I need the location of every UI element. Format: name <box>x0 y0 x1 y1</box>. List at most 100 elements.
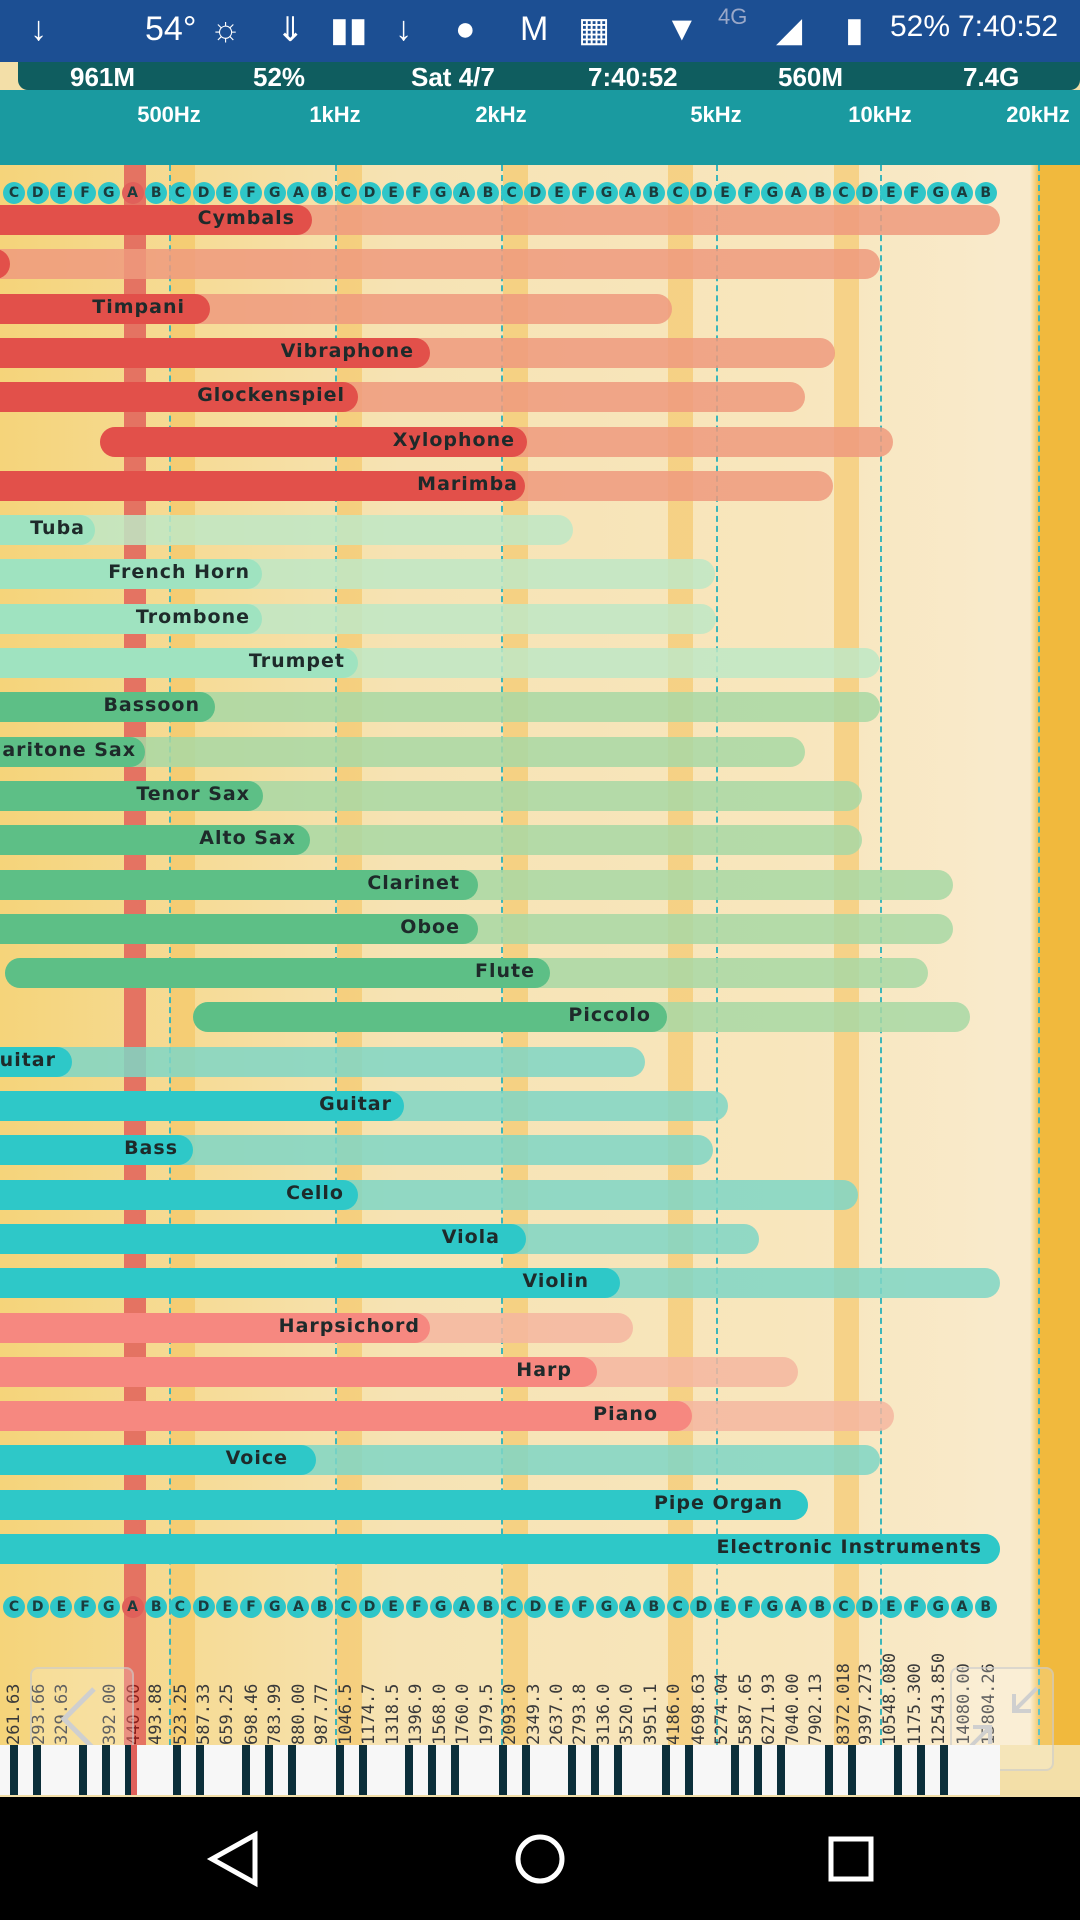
instrument-label: Bass <box>124 1137 178 1160</box>
frequency-value: 880.00 <box>289 1683 309 1745</box>
instrument-bar[interactable]: Vibraphone <box>0 337 1010 368</box>
piano-black-key[interactable] <box>265 1745 273 1795</box>
instrument-bar[interactable]: Bassoon <box>0 692 1010 723</box>
instrument-bar[interactable]: Bass <box>0 1135 1010 1166</box>
piano-black-key[interactable] <box>754 1745 762 1795</box>
frequency-value: 10548.080 <box>880 1652 900 1745</box>
note-label: C <box>168 1596 191 1618</box>
range-fundamental <box>0 1401 692 1432</box>
instrument-bar[interactable]: Voice <box>0 1445 1010 1476</box>
instrument-bar[interactable]: Oboe <box>0 913 1010 944</box>
range-fundamental <box>0 515 95 546</box>
frequency-value: 493.88 <box>146 1683 166 1745</box>
piano-black-key[interactable] <box>288 1745 296 1795</box>
instrument-bar[interactable]: Harpsichord <box>0 1312 1010 1343</box>
range-fundamental <box>0 293 210 324</box>
frequency-value: 3136.0 <box>594 1683 614 1745</box>
range-fundamental <box>0 249 10 280</box>
piano-black-key[interactable] <box>336 1745 344 1795</box>
piano-black-key[interactable] <box>825 1745 833 1795</box>
instrument-bar[interactable]: Clarinet <box>0 869 1010 900</box>
instrument-bar[interactable]: Cello <box>0 1179 1010 1210</box>
piano-black-key[interactable] <box>614 1745 622 1795</box>
note-label: A <box>121 1596 144 1618</box>
note-label: G <box>761 1596 784 1618</box>
note-label: B <box>145 1596 168 1618</box>
piano-black-key[interactable] <box>10 1745 18 1795</box>
zoom-button[interactable] <box>950 1667 1054 1771</box>
note-label: A <box>951 1596 973 1618</box>
instrument-bar[interactable]: Violin <box>0 1268 1010 1299</box>
instrument-bar[interactable]: Glockenspiel <box>0 382 1010 413</box>
piano-black-key[interactable] <box>940 1745 948 1795</box>
piano-black-key[interactable] <box>242 1745 250 1795</box>
piano-black-key[interactable] <box>591 1745 599 1795</box>
piano-black-key[interactable] <box>79 1745 87 1795</box>
piano-black-key[interactable] <box>102 1745 110 1795</box>
frequency-value: 1760.0 <box>453 1683 473 1745</box>
instrument-bar[interactable]: Viola <box>0 1223 1010 1254</box>
instrument-bar[interactable]: Guitar <box>0 1091 1010 1121</box>
instrument-bar[interactable]: French Horn <box>0 559 1010 590</box>
piano-black-key[interactable] <box>522 1745 530 1795</box>
back-icon[interactable] <box>200 1827 270 1891</box>
instrument-bar[interactable]: Tuba <box>0 515 1010 546</box>
recents-icon[interactable] <box>815 1827 885 1891</box>
piano-black-key[interactable] <box>777 1745 785 1795</box>
instrument-bar[interactable]: Flute <box>0 958 1010 989</box>
instrument-label: Vibraphone <box>280 339 414 362</box>
piano-black-key[interactable] <box>173 1745 181 1795</box>
frequency-value: 698.46 <box>242 1683 262 1745</box>
home-icon[interactable] <box>505 1827 575 1891</box>
note-label: F <box>405 182 428 204</box>
piano-black-key[interactable] <box>917 1745 925 1795</box>
piano-black-key[interactable] <box>731 1745 739 1795</box>
piano-a440-key[interactable] <box>131 1745 137 1795</box>
status-bar: ↓ 54° ☼ ⇓ ▮▮ ↓ ● M ▦ ▼ 4G ◢ ▮ 52% 7:40:5… <box>0 0 1080 62</box>
piano-black-key[interactable] <box>359 1745 367 1795</box>
instrument-bar[interactable]: Baritone Sax <box>0 736 1010 767</box>
range-fundamental <box>0 869 478 900</box>
piano-black-key[interactable] <box>125 1745 133 1795</box>
instrument-bar[interactable]: Trumpet <box>0 648 1010 678</box>
instrument-bar[interactable]: Electronic Instruments <box>0 1534 1010 1564</box>
gridline <box>880 165 882 1745</box>
piano-black-key[interactable] <box>499 1745 507 1795</box>
frequency-value: 5274.04 <box>712 1673 732 1745</box>
piano-keyboard[interactable] <box>0 1745 1000 1795</box>
piano-black-key[interactable] <box>848 1745 856 1795</box>
note-label: B <box>477 1596 499 1618</box>
note-label: C <box>832 1596 855 1618</box>
piano-black-key[interactable] <box>685 1745 693 1795</box>
instrument-bar[interactable]: Cymbals <box>0 205 1010 235</box>
instrument-bar[interactable]: Harp <box>0 1356 1010 1387</box>
instrument-bar[interactable]: Alto Sax <box>0 825 1010 856</box>
instrument-bar[interactable]: Piccolo <box>0 1002 1010 1033</box>
range-fundamental <box>0 825 310 856</box>
range-fundamental <box>0 559 262 590</box>
instrument-bar[interactable]: Marimba <box>0 470 1010 501</box>
piano-black-key[interactable] <box>196 1745 204 1795</box>
instrument-bar[interactable]: Xylophone <box>0 426 1010 457</box>
freq-label: 20kHz <box>1006 102 1070 127</box>
instrument-bar[interactable]: Tenor Sax <box>0 780 1010 811</box>
range-fundamental <box>5 958 550 989</box>
piano-black-key[interactable] <box>894 1745 902 1795</box>
piano-black-key[interactable] <box>428 1745 436 1795</box>
instrument-bar[interactable]: Trombone <box>0 603 1010 634</box>
note-label: G <box>97 182 120 204</box>
frequency-value: 2793.8 <box>570 1683 590 1745</box>
piano-black-key[interactable] <box>405 1745 413 1795</box>
instrument-bar[interactable]: uitar <box>0 1046 1010 1077</box>
instrument-bar[interactable]: Pipe Organ <box>0 1489 1010 1520</box>
piano-black-key[interactable] <box>451 1745 459 1795</box>
piano-black-key[interactable] <box>33 1745 41 1795</box>
note-label: B <box>808 1596 831 1618</box>
instrument-bar[interactable] <box>0 249 1010 280</box>
instrument-bar[interactable]: Timpani <box>0 293 1010 324</box>
piano-black-key[interactable] <box>568 1745 576 1795</box>
instrument-bar[interactable]: Piano <box>0 1401 1010 1432</box>
piano-black-key[interactable] <box>662 1745 670 1795</box>
frequency-value: 1318.5 <box>383 1683 403 1745</box>
